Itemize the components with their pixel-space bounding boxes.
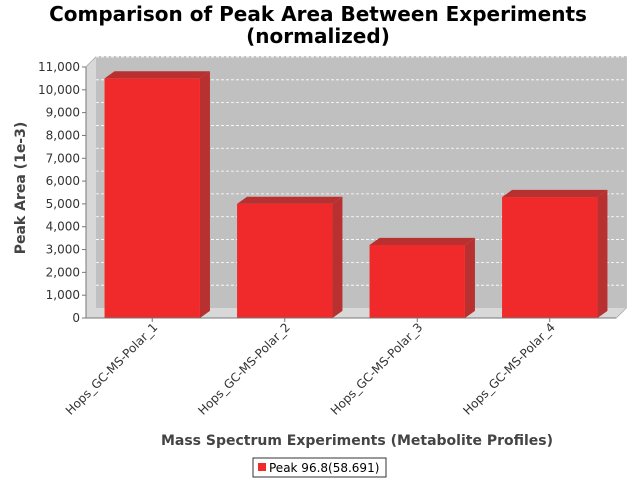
y-tick-label: 10,000 xyxy=(38,83,80,97)
y-tick-label: 7,000 xyxy=(46,151,80,165)
x-axis: Hops_GC-MS-Polar_1 Hops_GC-MS-Polar_2 Hops… xyxy=(63,317,616,418)
bar-side xyxy=(199,71,210,318)
bar xyxy=(237,196,343,318)
bar-front xyxy=(237,203,333,318)
y-tick-label: 3,000 xyxy=(46,243,80,257)
y-tick-label: 8,000 xyxy=(46,128,80,142)
plot-side-wall xyxy=(86,57,96,318)
y-tick-label: 4,000 xyxy=(46,220,80,234)
y-tick-label: 5,000 xyxy=(46,197,80,211)
x-tick-label: Hops_GC-MS-Polar_2 xyxy=(195,320,293,418)
y-tick-label: 2,000 xyxy=(46,265,80,279)
plot-floor xyxy=(86,308,626,318)
y-tick-label: 0 xyxy=(72,311,80,325)
bar-side xyxy=(597,189,608,318)
legend-label: Peak 96.8(58.691) xyxy=(269,461,379,475)
x-axis-label: Mass Spectrum Experiments (Metabolite Pr… xyxy=(161,433,553,449)
bar-top xyxy=(502,189,608,198)
bar xyxy=(369,237,475,318)
bar-side xyxy=(332,196,343,318)
bar-top xyxy=(104,71,210,79)
bar-front xyxy=(369,244,465,318)
legend-swatch xyxy=(258,463,266,471)
y-tick-label: 9,000 xyxy=(46,106,80,120)
y-axis-label: Peak Area (1e-3) xyxy=(13,122,29,255)
y-tick-label: 11,000 xyxy=(38,60,80,74)
bar-side xyxy=(464,237,475,318)
chart-title-line-2: (normalized) xyxy=(246,24,390,48)
bar xyxy=(502,189,608,318)
bar-top xyxy=(237,196,343,204)
legend-box xyxy=(252,457,387,478)
y-tick-label: 1,000 xyxy=(46,288,80,302)
bars xyxy=(104,71,608,318)
bar-front xyxy=(104,78,200,318)
bar xyxy=(104,71,210,318)
bar-top xyxy=(369,237,475,245)
x-tick-label: Hops_GC-MS-Polar_4 xyxy=(460,320,558,418)
y-axis: 0 1,000 2,000 3,000 4,000 5,000 6,000 7,000 8,00… xyxy=(38,60,87,325)
legend: Peak 96.8(58.691) xyxy=(252,457,387,478)
bar-front xyxy=(502,197,598,318)
y-tick-label: 6,000 xyxy=(46,174,80,188)
x-tick-label: Hops_GC-MS-Polar_1 xyxy=(63,320,161,418)
chart-title-line-1: Comparison of Peak Area Between Experime… xyxy=(49,2,587,26)
x-tick-label: Hops_GC-MS-Polar_3 xyxy=(328,320,426,418)
